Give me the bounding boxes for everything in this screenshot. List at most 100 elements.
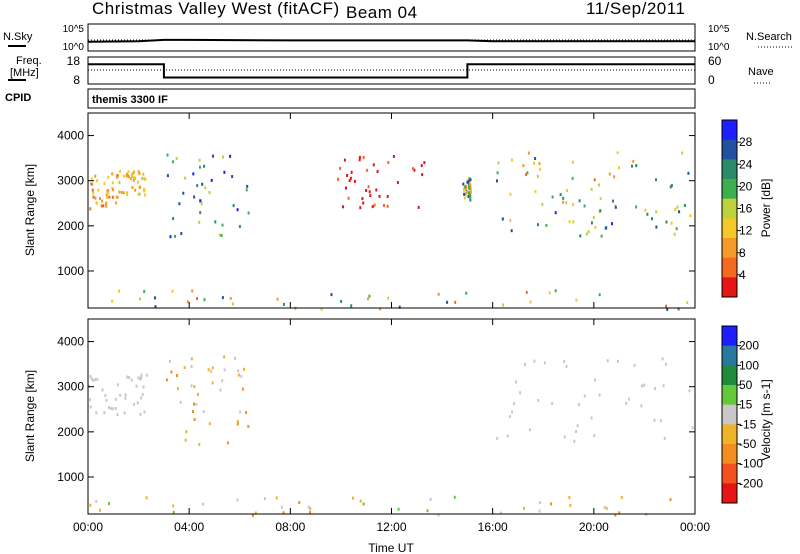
- power-x-ticks: [87, 113, 696, 308]
- data-cell: [180, 232, 183, 235]
- data-cell: [350, 170, 353, 174]
- data-cell: [632, 159, 635, 163]
- data-cell: [96, 179, 99, 183]
- data-cell: [220, 234, 223, 237]
- data-cell: [421, 173, 424, 177]
- data-cell: [467, 179, 470, 183]
- data-cell: [170, 370, 173, 374]
- data-cell: [598, 293, 601, 297]
- data-cell: [276, 297, 279, 301]
- data-cell: [105, 398, 108, 402]
- data-cell: [95, 411, 98, 415]
- data-cell: [198, 158, 201, 162]
- data-cell: [437, 513, 440, 517]
- data-cell: [674, 207, 677, 211]
- data-cell: [465, 186, 468, 190]
- data-cell: [378, 194, 381, 198]
- data-cell: [231, 175, 234, 178]
- data-cell: [89, 374, 92, 378]
- data-cell: [628, 397, 631, 401]
- data-cell: [89, 398, 91, 402]
- data-cell: [236, 498, 239, 502]
- velocity-ylabel: Slant Range [km]: [23, 370, 37, 462]
- data-cell: [468, 193, 471, 197]
- data-cell: [348, 179, 351, 183]
- data-cell: [600, 234, 603, 238]
- data-cell: [280, 505, 283, 509]
- data-cell: [644, 208, 647, 212]
- data-cell: [640, 404, 643, 408]
- data-cell: [576, 424, 579, 428]
- data-cell: [172, 510, 175, 514]
- data-cell: [107, 191, 110, 195]
- data-cell: [616, 359, 619, 363]
- colorbar-segment: [722, 277, 737, 298]
- data-cell: [593, 178, 596, 182]
- data-cell: [618, 511, 621, 515]
- data-cell: [114, 397, 117, 401]
- data-cell: [118, 180, 121, 184]
- data-cell: [245, 188, 248, 192]
- data-cell: [345, 186, 347, 190]
- data-cell: [219, 388, 222, 392]
- data-cell: [198, 220, 201, 224]
- data-cell: [223, 355, 226, 359]
- data-cell: [105, 201, 108, 205]
- data-cell: [169, 235, 172, 239]
- data-cell: [101, 199, 104, 203]
- freq-tick-bottom: 8: [73, 73, 80, 87]
- data-cell: [468, 182, 471, 186]
- data-cell: [104, 394, 107, 397]
- data-cell: [463, 196, 466, 200]
- data-cell: [653, 418, 656, 422]
- data-cell: [154, 305, 157, 309]
- x-tick-label: 04:00: [174, 520, 204, 534]
- data-cell: [100, 204, 103, 208]
- data-cell: [536, 174, 539, 178]
- data-cell: [538, 501, 541, 505]
- data-cell: [375, 188, 378, 192]
- power-colorbar: 28 24 20 16 12 8 4: [721, 119, 753, 298]
- data-cell: [126, 375, 129, 379]
- colorbar-segment: [722, 120, 737, 141]
- data-cell: [362, 201, 365, 205]
- data-cell: [179, 400, 182, 404]
- data-cell: [562, 200, 564, 204]
- data-cell: [210, 178, 213, 182]
- data-cell: [538, 162, 541, 166]
- data-cell: [137, 376, 140, 380]
- data-cell: [282, 511, 285, 515]
- data-cell: [199, 199, 202, 203]
- data-cell: [234, 356, 236, 360]
- data-cell: [545, 223, 548, 227]
- data-cell: [594, 225, 597, 229]
- data-cell: [131, 174, 134, 178]
- data-cell: [379, 307, 382, 311]
- data-cell: [533, 161, 536, 165]
- colorbar-tick-label: 20: [739, 179, 753, 193]
- data-cell: [133, 175, 136, 179]
- data-cell: [463, 187, 465, 191]
- data-cell: [208, 191, 211, 194]
- data-cell: [365, 189, 368, 192]
- data-cell: [511, 410, 513, 414]
- data-cell: [371, 205, 374, 209]
- data-cell: [592, 216, 595, 220]
- data-cell: [538, 509, 541, 513]
- data-cell: [263, 497, 266, 501]
- data-cell: [551, 195, 554, 199]
- y-tick-label: 4000: [57, 335, 84, 349]
- data-cell: [496, 171, 499, 175]
- nsearch-tick-top: 10^5: [708, 24, 730, 35]
- data-cell: [469, 190, 472, 194]
- data-cell: [640, 384, 643, 388]
- data-cell: [635, 164, 638, 168]
- data-cell: [686, 301, 689, 305]
- y-tick-label: 3000: [57, 174, 84, 188]
- data-cell: [89, 207, 92, 211]
- nsearch-label: N.Search: [746, 31, 792, 43]
- data-cell: [571, 176, 574, 180]
- data-cell: [185, 430, 188, 434]
- data-cell: [616, 151, 619, 155]
- data-cell: [298, 501, 301, 504]
